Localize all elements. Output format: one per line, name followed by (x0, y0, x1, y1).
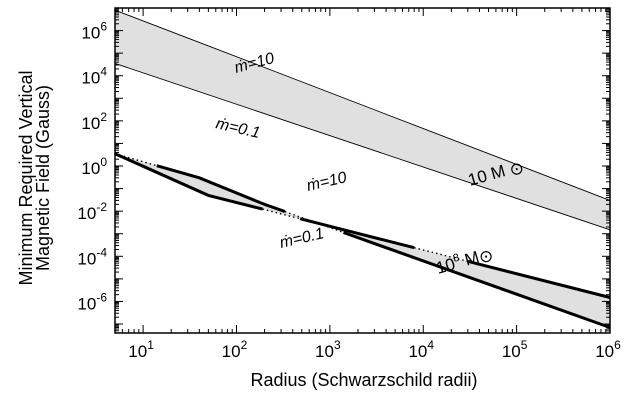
tick-labels-layer: 101 102 103 104 105 106 106 104 102 100 10-2 10-4 10… (77, 20, 621, 361)
band-1-upper-line-seg-1 (262, 208, 301, 220)
plot-frame (114, 7, 611, 334)
ticks-layer (114, 7, 611, 334)
band-1-lower-line-seg-1 (156, 164, 286, 214)
band-1-upper-line-seg-4 (467, 259, 611, 299)
band-0-upper-line-seg-0 (114, 9, 611, 201)
band-1-lower-line-seg-3 (342, 231, 611, 329)
lower-band-mdot01-label: ṁ=0.1 (278, 225, 326, 252)
sun-symbol-icon: ⊙ (477, 245, 496, 267)
sun-symbol-icon: ⊙ (507, 158, 526, 180)
lower-band-mdot10-label: ṁ=10 (305, 169, 348, 195)
y-tick-label: 10-6 (77, 290, 107, 313)
lines-layer (114, 9, 611, 329)
x-tick-label: 106 (595, 338, 621, 361)
y-axis-label-line1: Minimum Required Vertical (16, 70, 36, 285)
lower-band-mass-label: 108 M⊙ (434, 243, 496, 280)
x-tick-label: 103 (315, 338, 341, 361)
x-tick-label: 102 (222, 338, 248, 361)
lower-band-mass-suffix: M (458, 247, 481, 270)
band-1-lower-line-seg-0 (114, 153, 157, 167)
y-tick-label: 100 (81, 155, 107, 178)
bands-layer (115, 10, 610, 328)
y-axis-label-line2: Magnetic Field (Gauss) (33, 85, 53, 271)
x-axis-label: Radius (Schwarzschild radii) (250, 370, 477, 390)
lower-band-mass-exp: 8 (452, 252, 461, 265)
y-tick-label: 106 (81, 20, 107, 43)
lower-band-mass-base: 10 (434, 254, 457, 277)
y-axis-label: Minimum Required Vertical Magnetic Field… (16, 70, 53, 285)
y-tick-label: 102 (81, 110, 107, 133)
y-tick-label: 10-4 (77, 245, 107, 268)
band-1-lower-line-seg-2 (284, 210, 344, 234)
y-tick-label: 10-2 (77, 200, 107, 223)
band-fill-1 (115, 153, 610, 328)
band-1-upper-line-seg-0 (114, 152, 263, 211)
x-tick-label: 104 (408, 338, 434, 361)
band-0-lower-line-seg-0 (114, 62, 611, 231)
x-tick-label: 101 (128, 338, 154, 361)
band-1-upper-line-seg-3 (414, 247, 468, 262)
upper-band-mdot01-label: ṁ=0.1 (214, 115, 262, 142)
x-tick-label: 105 (502, 338, 528, 361)
y-tick-label: 104 (81, 65, 107, 88)
band-fill-0 (115, 10, 610, 230)
